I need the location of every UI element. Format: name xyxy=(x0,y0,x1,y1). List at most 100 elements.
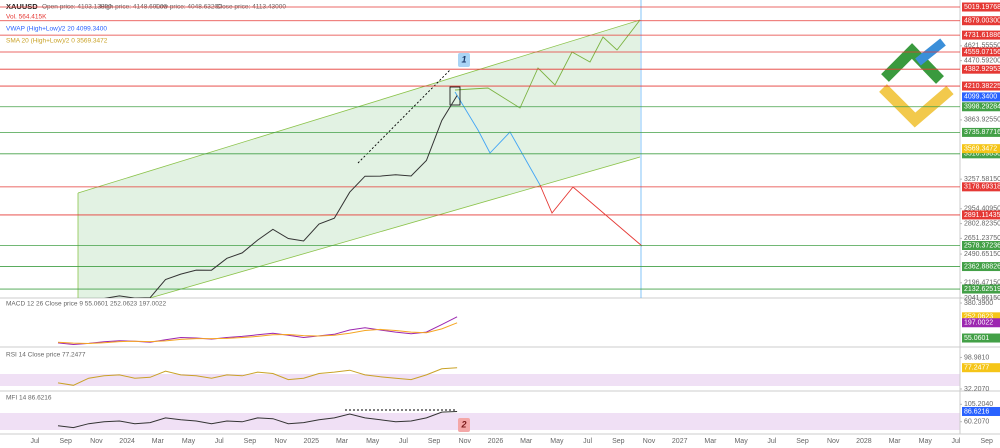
price-tag-label: 3735.87716 xyxy=(964,129,1000,136)
x-tick-label: Mar xyxy=(336,438,349,445)
price-tag-label: 4879.00300 xyxy=(964,18,1000,25)
annotation-box xyxy=(458,53,470,67)
price-tag xyxy=(962,16,1000,26)
price-tag xyxy=(962,64,1000,74)
x-tick-label: Sep xyxy=(59,438,72,445)
price-tag-label: 4099.3400 xyxy=(964,94,997,101)
x-tick-label: 2028 xyxy=(856,438,872,445)
channel-fill xyxy=(78,20,640,298)
channel xyxy=(77,19,641,298)
x-tick-label: May xyxy=(182,438,196,445)
price-tag-label: 3516.59830 xyxy=(964,151,1000,158)
price-tag xyxy=(962,312,1000,322)
price-tag-label: 2362.88826 xyxy=(964,263,1000,270)
price-tag-label: 3998.29284 xyxy=(964,104,1000,111)
x-tick-label: Nov xyxy=(643,438,656,445)
y-tick-label: 4621.55550 xyxy=(964,43,1000,50)
y-tick-label: 4470.59200 xyxy=(964,57,1000,64)
price-line xyxy=(57,411,458,429)
price-tag xyxy=(962,210,1000,220)
price-tag-label: 4210.38225 xyxy=(964,83,1000,90)
x-tick-label: Jul xyxy=(583,438,592,445)
y-tick-label: 2490.65150 xyxy=(964,251,1000,258)
x-tick-label: May xyxy=(550,438,564,445)
price-tag xyxy=(962,240,1000,250)
price-tag xyxy=(962,262,1000,272)
mfi-band xyxy=(0,413,960,430)
y-tick-label: 98.9810 xyxy=(964,354,989,361)
price-tag-label: 197.0022 xyxy=(964,320,993,327)
annotation: 2 xyxy=(460,419,466,429)
y-tick-label: 32.2070 xyxy=(964,386,989,393)
price-tag xyxy=(962,127,1000,137)
x-tick-label: Jul xyxy=(31,438,40,445)
y-tick-label: 2041.86150 xyxy=(964,295,1000,302)
price-tag xyxy=(962,92,1000,102)
price-tag-label: 252.0623 xyxy=(964,314,993,321)
logo-yellow xyxy=(879,84,954,128)
price-tag xyxy=(962,182,1000,192)
price-tag xyxy=(962,318,1000,328)
indicator-label: SMA 20 (High+Low)/2 0 3569.3472 xyxy=(6,38,108,45)
indicator-label: VWAP (High+Low)/2 20 4099.3400 xyxy=(6,26,107,33)
price-tag xyxy=(962,333,1000,343)
base-projection xyxy=(454,91,541,186)
annotation: 1 xyxy=(461,54,466,64)
trend-dashed xyxy=(357,69,451,164)
x-tick-label: Nov xyxy=(90,438,103,445)
price-line xyxy=(57,322,458,345)
x-tick-label: Sep xyxy=(980,438,993,445)
x-tick-label: Sep xyxy=(612,438,625,445)
bear-projection xyxy=(539,184,643,247)
x-tick-label: May xyxy=(734,438,748,445)
y-tick-label: 105.2040 xyxy=(964,401,993,408)
price-line xyxy=(57,316,458,346)
volume: Vol. 564.415K xyxy=(6,14,47,21)
x-tick-label: Mar xyxy=(704,438,717,445)
x-tick-label: Mar xyxy=(889,438,902,445)
rsi-band xyxy=(0,374,960,386)
highlight-box xyxy=(449,86,461,106)
price-tag-label: 86.6216 xyxy=(964,408,989,415)
y-tick-label: 2802.82350 xyxy=(964,220,1000,227)
x-tick-label: Jul xyxy=(215,438,224,445)
price-tag-label: 2891.11435 xyxy=(964,212,1000,219)
x-tick-label: 2024 xyxy=(119,438,135,445)
symbol: XAUUSD xyxy=(6,2,38,11)
x-tick-label: Nov xyxy=(827,438,840,445)
x-tick-label: 2026 xyxy=(488,438,504,445)
indicator-label: RSI 14 Close price 77.2477 xyxy=(6,352,86,359)
price-tag xyxy=(962,102,1000,112)
y-tick-label: 2196.47150 xyxy=(964,280,1000,287)
price-tag xyxy=(962,2,1000,12)
logo xyxy=(879,38,954,128)
x-tick-label: May xyxy=(366,438,380,445)
indicator-label: MACD 12 26 Close price 9 55.0601 252.062… xyxy=(6,301,166,308)
price-tag xyxy=(962,47,1000,57)
price-tag xyxy=(962,144,1000,154)
plot xyxy=(57,367,458,386)
x-tick-label: 2025 xyxy=(304,438,320,445)
y-tick-label: 3863.92550 xyxy=(964,117,1000,124)
y-tick-label: 2954.40950 xyxy=(964,206,1000,213)
price-tag-label: 77.2477 xyxy=(964,365,989,372)
x-tick-label: Sep xyxy=(244,438,257,445)
y-tick-label: 3257.58150 xyxy=(964,176,1000,183)
x-tick-label: Nov xyxy=(459,438,472,445)
price-line xyxy=(57,367,458,386)
x-tick-label: Jul xyxy=(399,438,408,445)
price-tag-label: 4731.61886 xyxy=(964,32,1000,39)
x-tick-label: Sep xyxy=(428,438,441,445)
x-tick-label: Mar xyxy=(520,438,533,445)
price-tag-label: 4559.07156 xyxy=(964,49,1000,56)
x-tick-label: Sep xyxy=(796,438,809,445)
price-tag xyxy=(962,406,1000,416)
indicator-label: MFI 14 86.6216 xyxy=(6,395,52,402)
price-line xyxy=(104,95,458,298)
x-tick-label: Nov xyxy=(274,438,287,445)
channel-bottom xyxy=(149,156,641,298)
x-tick-label: Jul xyxy=(767,438,776,445)
plot xyxy=(57,316,458,346)
price-tag-label: 55.0601 xyxy=(964,335,989,342)
